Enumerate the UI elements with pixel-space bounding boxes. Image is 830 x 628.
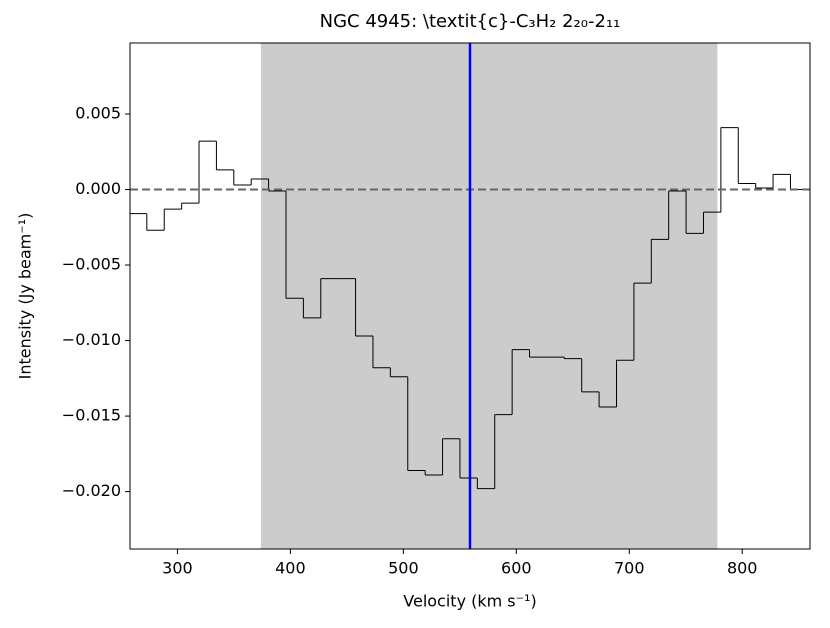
x-tick-label: 300 [162,559,193,578]
x-axis-label: Velocity (km s⁻¹) [403,592,536,611]
y-tick-label: −0.005 [62,255,121,274]
y-tick-label: 0.000 [75,179,121,198]
y-tick-label: 0.005 [75,103,121,122]
plot-frame [129,42,811,550]
x-tick-label: 400 [275,559,306,578]
x-tick-label: 500 [388,559,419,578]
shaded-region [261,43,718,549]
x-tick-label: 600 [501,559,532,578]
x-tick-label: 700 [614,559,645,578]
y-tick-label: −0.010 [62,330,121,349]
y-axis-label: Intensity (Jy beam⁻¹) [16,213,35,380]
chart-title: NGC 4945: \textit{c}-C₃H₂ 2₂₀-2₁₁ [320,11,621,32]
y-tick-label: −0.020 [62,481,121,500]
x-tick-label: 800 [727,559,758,578]
y-tick-label: −0.015 [62,406,121,425]
